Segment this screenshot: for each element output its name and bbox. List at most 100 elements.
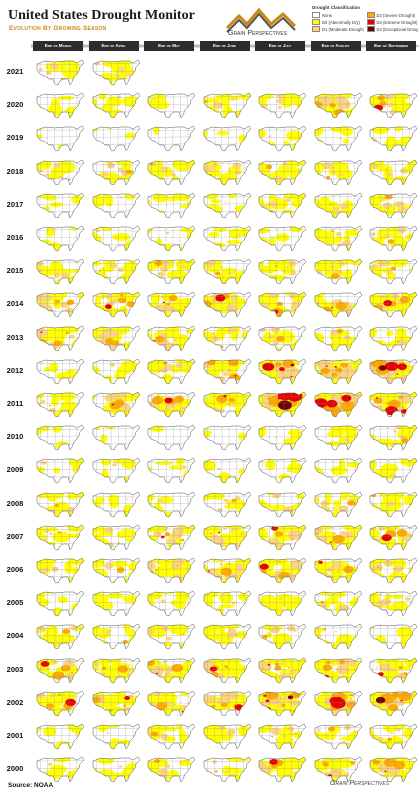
drought-map [203, 225, 251, 252]
drought-map [258, 657, 307, 684]
drought-map [314, 292, 362, 318]
drought-map [258, 458, 307, 484]
legend-item: D1 (Moderate Drought) [312, 26, 364, 32]
month-label: End of March [33, 41, 83, 51]
drought-map [36, 756, 85, 783]
drought-map [203, 657, 251, 684]
month-header: End of March End of April End of May End of… [31, 40, 420, 52]
year-label: 2008 [6, 498, 24, 508]
drought-map [369, 756, 418, 783]
drought-map [36, 292, 85, 318]
legend-swatch [366, 26, 375, 32]
drought-map [258, 92, 307, 119]
logo-text: Grain Perspectives [228, 30, 288, 37]
drought-map [147, 92, 196, 119]
drought-map [203, 391, 251, 418]
drought-map [258, 292, 307, 318]
legend-title: Drought Classification [312, 5, 361, 10]
drought-map [258, 756, 307, 783]
month-label: End of August [310, 41, 361, 51]
drought-map [258, 258, 307, 285]
drought-map [314, 756, 362, 783]
drought-map [314, 624, 362, 650]
footer-logo: Grain Perspectives [330, 780, 390, 787]
drought-map [369, 491, 418, 518]
year-label: 2018 [6, 166, 24, 176]
drought-map [258, 159, 307, 186]
drought-map [203, 358, 251, 385]
drought-map [147, 657, 196, 684]
drought-map [258, 624, 307, 650]
drought-map [258, 590, 307, 617]
drought-map [92, 491, 140, 518]
drought-map [92, 358, 140, 385]
drought-map [147, 491, 196, 518]
drought-map [147, 458, 196, 484]
year-label: 2021 [6, 67, 24, 76]
drought-map [36, 624, 85, 650]
page-title: United States Drought Monitor [8, 8, 195, 23]
drought-map [36, 590, 85, 617]
drought-map [258, 491, 307, 518]
drought-map [92, 225, 140, 252]
drought-map [258, 557, 307, 584]
drought-map [92, 258, 140, 285]
drought-map [147, 756, 196, 783]
legend-item: D0 (Abnormally Dry) [312, 19, 364, 25]
drought-map [203, 491, 251, 518]
drought-map [314, 358, 362, 385]
month-label: End of June [199, 41, 250, 51]
legend-swatch [366, 12, 375, 18]
drought-map [314, 657, 362, 684]
drought-map [314, 126, 362, 152]
year-label: 2010 [6, 432, 24, 442]
drought-map [147, 126, 196, 152]
drought-map [92, 391, 140, 418]
legend-label: D4 (Exceptional Drought) [376, 26, 419, 32]
drought-map [258, 524, 307, 551]
drought-map [258, 690, 307, 717]
drought-map [36, 690, 85, 717]
drought-map [369, 258, 418, 285]
drought-map [92, 557, 140, 584]
drought-map [314, 92, 362, 119]
drought-map [203, 624, 251, 650]
legend-item: D4 (Exceptional Drought) [366, 26, 419, 32]
drought-map [92, 159, 140, 186]
drought-map [203, 325, 251, 352]
drought-map [258, 391, 307, 418]
year-label: 2001 [6, 731, 24, 740]
drought-map [203, 92, 251, 119]
drought-map [314, 258, 362, 285]
drought-map [203, 557, 251, 584]
drought-map [36, 225, 85, 252]
year-label: 2002 [6, 697, 24, 707]
drought-map [147, 424, 196, 451]
drought-map [258, 225, 307, 252]
legend-swatch [312, 19, 320, 25]
drought-map [258, 358, 307, 385]
year-label: 2007 [6, 531, 24, 541]
year-label: 2016 [6, 233, 24, 242]
drought-map [369, 92, 418, 119]
legend-item: None [312, 12, 364, 18]
drought-map [314, 690, 362, 717]
month-label: End of April [88, 41, 139, 51]
legend: Drought Classification None D2 (Severe Dr… [312, 5, 418, 32]
drought-map [203, 723, 251, 750]
drought-map [92, 756, 140, 783]
drought-map [203, 458, 251, 484]
legend-label: D1 (Moderate Drought) [322, 26, 364, 32]
drought-map [36, 258, 85, 285]
legend-swatch [312, 12, 320, 18]
drought-map [369, 225, 418, 252]
drought-map [369, 292, 418, 318]
drought-map [36, 657, 85, 684]
legend-label: D3 (Extreme Drought) [376, 19, 418, 25]
year-label: 2014 [6, 299, 24, 309]
drought-map [203, 590, 251, 617]
drought-map [258, 325, 307, 352]
drought-map [314, 723, 362, 750]
drought-map [36, 391, 85, 418]
drought-map [36, 491, 85, 518]
